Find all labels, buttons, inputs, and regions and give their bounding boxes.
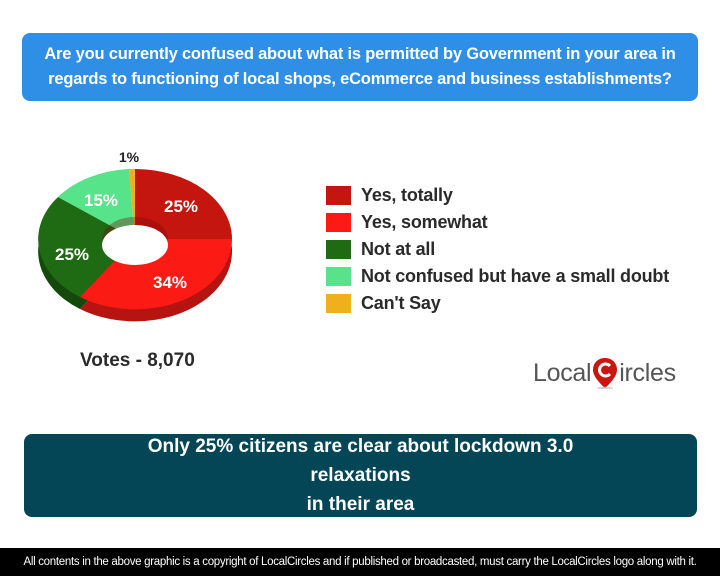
summary-banner: Only 25% citizens are clear about lockdo… (24, 434, 697, 517)
legend-label: Yes, somewhat (361, 212, 488, 232)
localcircles-logo: Local ircles (533, 357, 676, 390)
question-line-2: regards to functioning of local shops, e… (48, 70, 672, 88)
legend-label: Not at all (361, 239, 436, 259)
legend-item-not-at-all: Not at all (326, 236, 669, 263)
question-line-1: Are you currently confused about what is… (44, 45, 676, 63)
chart-legend: Yes, totally Yes, somewhat Not at all No… (326, 182, 669, 317)
summary-line-1: Only 25% citizens are clear about lockdo… (147, 436, 574, 486)
legend-item-yes-totally: Yes, totally (326, 182, 669, 209)
logo-text-right: ircles (619, 358, 676, 387)
legend-swatch (326, 267, 351, 286)
question-banner: Are you currently confused about what is… (22, 33, 698, 101)
logo-text-left: Local (533, 358, 592, 387)
copyright-footer: All contents in the above graphic is a c… (0, 548, 720, 576)
slice-label-small-doubt: 15% (83, 191, 119, 210)
legend-swatch (326, 240, 351, 259)
legend-swatch (326, 213, 351, 232)
legend-item-yes-somewhat: Yes, somewhat (326, 209, 669, 236)
donut-chart: 1% 25% 34% 25% 15% (30, 145, 240, 325)
summary-line-2: in their area (306, 494, 415, 515)
legend-swatch (326, 186, 351, 205)
location-pin-icon (592, 357, 618, 390)
slice-label-yes-somewhat: 34% (152, 273, 188, 292)
votes-count: Votes - 8,070 (80, 350, 195, 371)
slice-label-not-at-all: 25% (54, 245, 90, 264)
slice-label-yes-totally: 25% (163, 197, 199, 216)
legend-label: Not confused but have a small doubt (361, 266, 670, 286)
donut-chart-graphic (38, 168, 233, 322)
legend-item-small-doubt: Not confused but have a small doubt (326, 263, 669, 290)
legend-swatch (326, 294, 351, 313)
legend-label: Can't Say (361, 293, 441, 313)
legend-label: Yes, totally (361, 185, 453, 205)
legend-item-cant-say: Can't Say (326, 290, 669, 317)
slice-label-cant-say: 1% (118, 149, 140, 165)
